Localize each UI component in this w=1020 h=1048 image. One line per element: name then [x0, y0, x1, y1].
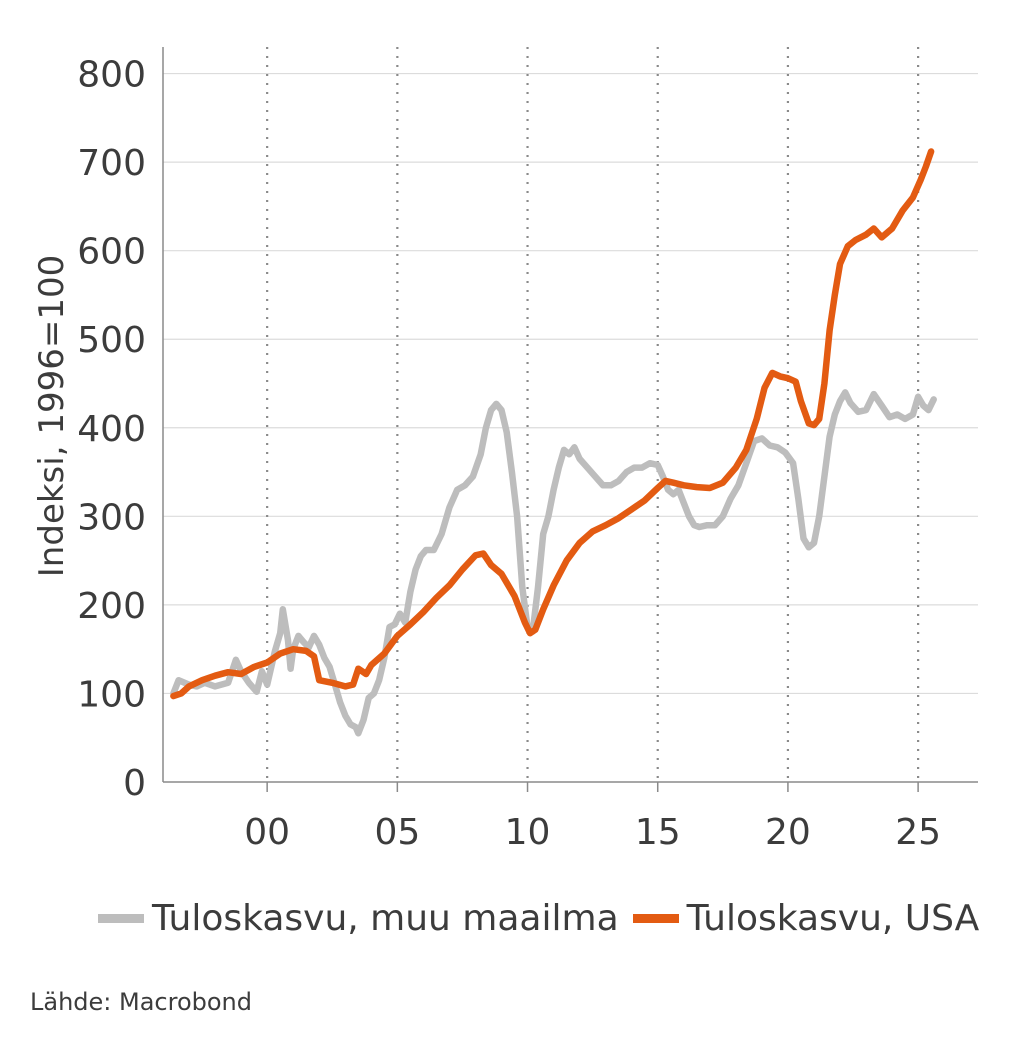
- y-axis-label: Indeksi, 1996=100: [32, 255, 72, 577]
- y-tick-label: 300: [77, 497, 146, 538]
- y-tick-label: 500: [77, 320, 146, 361]
- legend-swatch-usa: [632, 914, 679, 923]
- legend-item-usa: Tuloskasvu, USA: [632, 898, 980, 939]
- x-tick-label: 10: [505, 812, 551, 853]
- source-note: Lähde: Macrobond: [30, 988, 252, 1016]
- y-tick-label: 800: [77, 55, 146, 96]
- legend-swatch-muu-maailma: [98, 914, 144, 923]
- series-line-muu-maailma: [170, 389, 937, 737]
- grid-lines: [163, 72, 978, 695]
- y-tick-label: 400: [77, 409, 146, 450]
- y-tick-label: 700: [77, 143, 146, 184]
- x-tick-label: 20: [765, 812, 811, 853]
- legend-label-muu-maailma: Tuloskasvu, muu maailma: [152, 898, 619, 939]
- x-tick-label: 05: [374, 812, 420, 853]
- series-line-usa: [170, 148, 935, 700]
- series-lines: [170, 148, 937, 737]
- axes: [162, 47, 978, 792]
- x-tick-labels: 00 05 10 15 20 25: [244, 812, 941, 853]
- legend-item-muu-maailma: Tuloskasvu, muu maailma: [98, 898, 619, 939]
- x-tick-label: 25: [895, 812, 941, 853]
- y-tick-label: 600: [77, 232, 146, 273]
- y-tick-label: 100: [77, 674, 146, 715]
- y-tick-labels: 0 100 200 300 400 500 600 700 800: [77, 55, 146, 804]
- chart: 0 100 200 300 400 500 600 700 800 00 05 10 15 20 25 I…: [32, 47, 978, 853]
- y-tick-label: 0: [123, 763, 146, 804]
- y-tick-label: 200: [77, 586, 146, 627]
- legend: Tuloskasvu, muu maailma Tuloskasvu, USA: [98, 898, 993, 939]
- legend-label-usa: Tuloskasvu, USA: [686, 898, 980, 939]
- x-tick-label: 00: [244, 812, 290, 853]
- x-tick-label: 15: [635, 812, 681, 853]
